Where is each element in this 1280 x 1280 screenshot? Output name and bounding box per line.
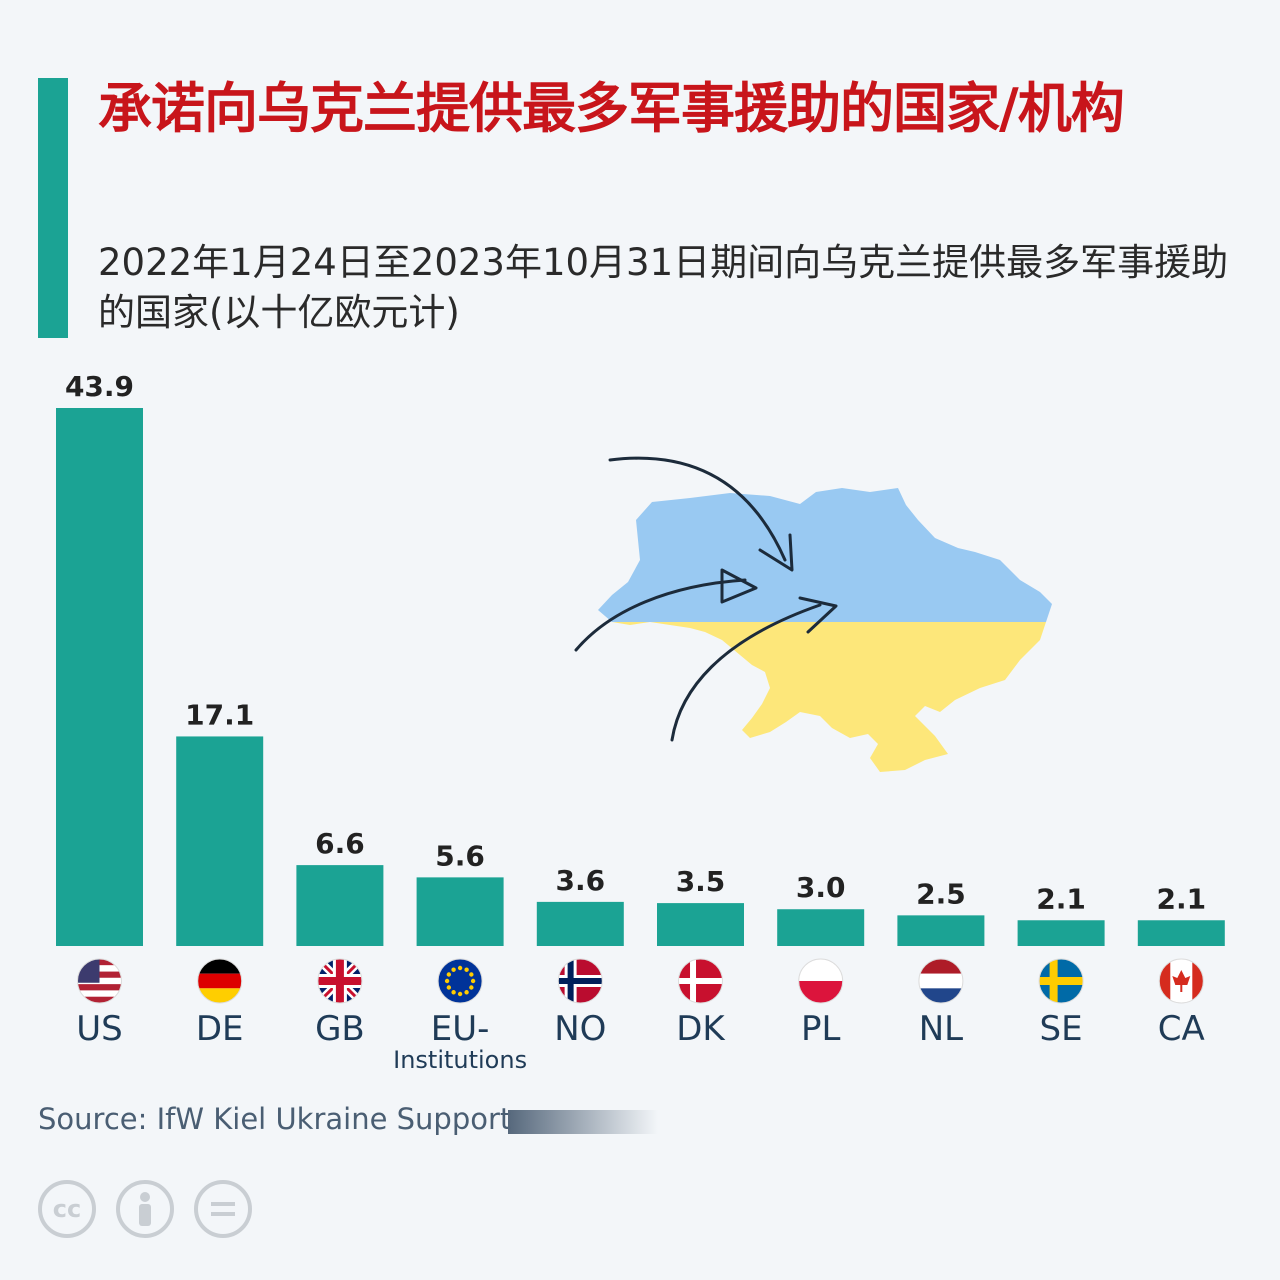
category-label-de: DE (196, 1009, 244, 1049)
bar-us (56, 408, 143, 946)
value-label-no: 3.6 (555, 864, 605, 897)
accent-bar (38, 78, 68, 338)
value-label-gb: 6.6 (315, 827, 365, 860)
equals-icon (211, 1202, 235, 1216)
se-flag-icon (1038, 958, 1084, 1004)
category-label-gb: GB (315, 1009, 365, 1049)
bar-gb (296, 865, 384, 946)
attribution-icon (116, 1180, 174, 1238)
bar-de (176, 736, 264, 946)
category-label-pl: PL (801, 1009, 841, 1049)
gb-flag-icon (317, 958, 363, 1004)
arrow-1 (608, 456, 787, 562)
arrow-2-head (720, 568, 758, 604)
category-label-dk: DK (676, 1009, 726, 1049)
category-label-us: US (76, 1009, 122, 1049)
bar-no (536, 901, 624, 946)
cc-icon: cc (38, 1180, 96, 1238)
category-label-eu: EU- (431, 1009, 490, 1049)
bar-chart: 43.9 US 17.1 DE 6.6 GB 5.6 EU-Institutions 3.6 NO… (56, 370, 1225, 1074)
category-label-se: SE (1040, 1009, 1083, 1049)
bar-eu (416, 877, 504, 946)
value-label-ca: 2.1 (1156, 882, 1206, 915)
dk-flag-icon (678, 958, 723, 1004)
chart-title: 承诺向乌克兰提供最多军事援助的国家/机构 (98, 77, 1125, 140)
eu-flag-icon (437, 958, 483, 1004)
bar-ca (1137, 920, 1225, 946)
source-fade (508, 1110, 658, 1134)
no-derivatives-icon (194, 1180, 252, 1238)
bar-se (1017, 920, 1105, 946)
category-label-ca: CA (1158, 1009, 1205, 1049)
no-flag-icon (557, 958, 603, 1004)
value-label-eu: 5.6 (435, 839, 485, 872)
category-sublabel: Institutions (393, 1046, 527, 1074)
category-label-nl: NL (919, 1009, 963, 1049)
value-label-nl: 2.5 (916, 877, 966, 910)
value-label-pl: 3.0 (796, 871, 846, 904)
bar-pl (777, 909, 865, 946)
ca-flag-icon (1158, 958, 1204, 1004)
ukraine-map-illustration (574, 456, 1052, 772)
de-flag-icon (197, 958, 243, 1004)
arrow-3 (670, 603, 822, 742)
source-text: Source: IfW Kiel Ukraine Support (38, 1102, 512, 1136)
person-icon (139, 1192, 151, 1226)
bars-group: 43.9 US 17.1 DE 6.6 GB 5.6 EU-Institutions 3.6 NO… (56, 370, 1225, 1074)
arrow-2 (574, 578, 747, 652)
arrow-3-head (798, 596, 838, 634)
chart-subtitle: 2022年1月24日至2023年10月31日期间向乌克兰提供最多军事援助的国家(… (98, 241, 1229, 334)
nl-flag-icon (918, 958, 964, 1004)
value-label-se: 2.1 (1036, 882, 1086, 915)
pl-flag-icon (798, 958, 844, 1004)
value-label-dk: 3.5 (676, 865, 726, 898)
category-label-no: NO (554, 1009, 606, 1049)
us-flag-icon (77, 958, 122, 1004)
bar-nl (897, 915, 985, 946)
value-label-us: 43.9 (65, 370, 134, 403)
value-label-de: 17.1 (185, 698, 254, 731)
bar-dk (657, 903, 744, 946)
arrow-1-head (758, 533, 794, 572)
